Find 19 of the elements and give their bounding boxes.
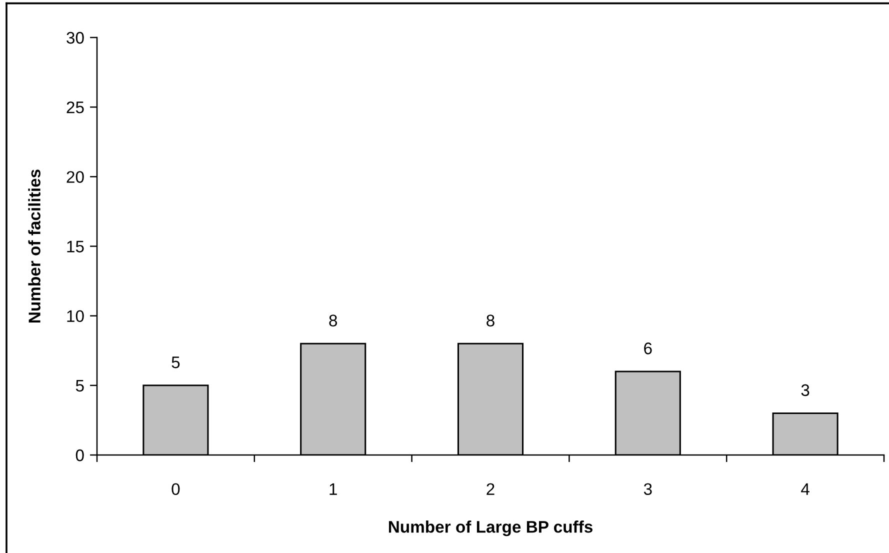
y-tick-label: 5 [76, 380, 84, 392]
y-tick-label: 15 [67, 240, 84, 252]
y-tick-label: 0 [76, 449, 84, 462]
x-tick-label: 1 [330, 483, 337, 495]
data-label: 3 [801, 384, 810, 396]
data-label: 6 [644, 342, 652, 354]
data-label: 8 [486, 314, 494, 326]
y-tick-label: 20 [66, 171, 84, 183]
x-axis-title: Number of Large BP cuffs [388, 520, 592, 536]
data-label: 8 [329, 314, 338, 326]
x-tick-label: 0 [172, 483, 180, 496]
x-tick-label: 3 [644, 483, 652, 496]
y-tick-label: 25 [66, 101, 84, 114]
x-tick-label: 4 [801, 483, 810, 495]
y-axis-title: Number of facilities [28, 170, 40, 322]
data-label: 5 [172, 356, 180, 368]
y-tick-label: 30 [66, 32, 84, 44]
x-tick-label: 2 [486, 483, 494, 495]
y-tick-label: 10 [67, 310, 84, 322]
